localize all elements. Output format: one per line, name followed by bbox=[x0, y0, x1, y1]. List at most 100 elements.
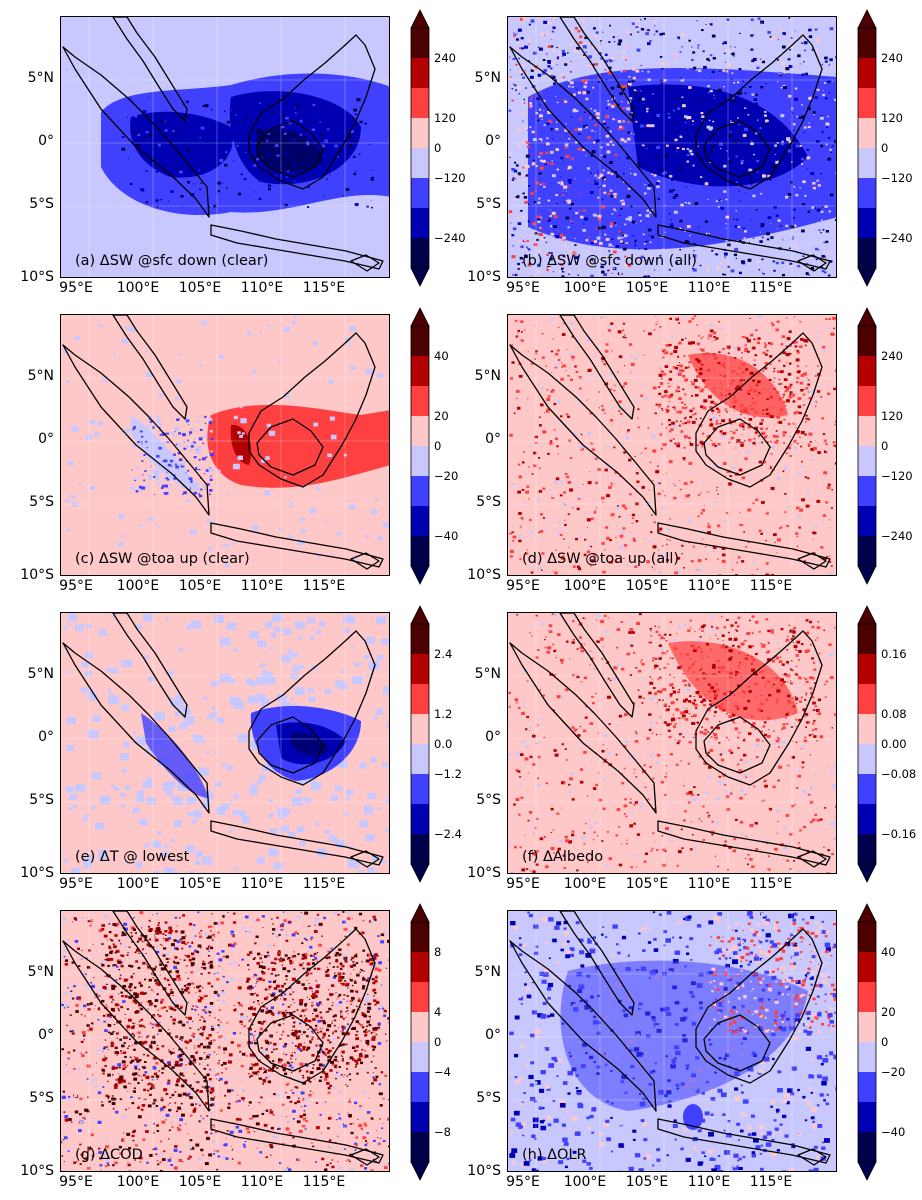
lon-tick: 95°E bbox=[493, 280, 553, 296]
panel-title-a: (a) ΔSW @sfc down (clear) bbox=[75, 253, 268, 269]
map-g: (g) ΔCOD bbox=[60, 910, 390, 1172]
lat-tick: 0° bbox=[461, 133, 501, 149]
lon-tick: 95°E bbox=[46, 1174, 106, 1190]
lon-tick: 110°E bbox=[679, 280, 739, 296]
lat-tick: 5°N bbox=[461, 70, 501, 86]
lon-tick: 95°E bbox=[46, 578, 106, 594]
colorbar-tick: 240 bbox=[434, 51, 456, 65]
lon-tick: 95°E bbox=[493, 1174, 553, 1190]
lon-tick: 110°E bbox=[679, 876, 739, 892]
colorbar-tick: 0 bbox=[881, 1035, 888, 1049]
colorbar-tick: 0 bbox=[434, 141, 441, 155]
lat-tick: 0° bbox=[461, 431, 501, 447]
lat-tick: 5°N bbox=[14, 964, 54, 980]
lon-tick: 95°E bbox=[46, 280, 106, 296]
colorbar-tick: 20 bbox=[434, 409, 449, 423]
colorbar-a bbox=[410, 8, 430, 288]
lat-tick: 5°S bbox=[461, 792, 501, 808]
lon-tick: 100°E bbox=[108, 1174, 168, 1190]
lon-tick: 110°E bbox=[232, 1174, 292, 1190]
lon-tick: 100°E bbox=[555, 578, 615, 594]
lon-tick: 110°E bbox=[232, 280, 292, 296]
lon-tick: 105°E bbox=[170, 1174, 230, 1190]
field-h bbox=[508, 911, 837, 1172]
colorbar-tick: 120 bbox=[881, 409, 903, 423]
map-f: (f) ΔAlbedo bbox=[507, 612, 837, 874]
lon-tick: 115°E bbox=[741, 1174, 801, 1190]
lon-tick: 115°E bbox=[294, 1174, 354, 1190]
lat-tick: 5°S bbox=[461, 196, 501, 212]
colorbar-g bbox=[410, 902, 430, 1182]
lon-tick: 110°E bbox=[232, 876, 292, 892]
lon-tick: 115°E bbox=[294, 578, 354, 594]
lon-tick: 105°E bbox=[170, 876, 230, 892]
lat-tick: 0° bbox=[461, 729, 501, 745]
lon-tick: 105°E bbox=[617, 578, 677, 594]
colorbar-tick: −240 bbox=[881, 529, 913, 543]
colorbar-tick: −240 bbox=[881, 231, 913, 245]
lon-tick: 95°E bbox=[46, 876, 106, 892]
lat-tick: 5°S bbox=[14, 792, 54, 808]
colorbar-tick: −120 bbox=[881, 171, 913, 185]
lat-tick: 0° bbox=[14, 431, 54, 447]
colorbar-tick: −120 bbox=[881, 469, 913, 483]
lon-tick: 105°E bbox=[170, 280, 230, 296]
lon-tick: 110°E bbox=[679, 1174, 739, 1190]
field-g bbox=[61, 911, 390, 1172]
lon-tick: 95°E bbox=[493, 578, 553, 594]
colorbar-tick: −2.4 bbox=[434, 827, 462, 841]
colorbar-tick: −120 bbox=[434, 171, 466, 185]
panel-title-e: (e) ΔT @ lowest bbox=[75, 849, 189, 865]
lat-tick: 5°S bbox=[14, 1090, 54, 1106]
lon-tick: 115°E bbox=[741, 280, 801, 296]
field-b bbox=[508, 17, 837, 278]
colorbar-tick: −0.08 bbox=[881, 767, 916, 781]
colorbar-tick: −8 bbox=[434, 1125, 451, 1139]
lat-tick: 5°S bbox=[14, 494, 54, 510]
map-a: (a) ΔSW @sfc down (clear) bbox=[60, 16, 390, 278]
lon-tick: 115°E bbox=[294, 280, 354, 296]
colorbar-e bbox=[410, 604, 430, 884]
colorbar-tick: −20 bbox=[881, 1065, 905, 1079]
lat-tick: 5°S bbox=[14, 196, 54, 212]
colorbar-tick: −4 bbox=[434, 1065, 451, 1079]
colorbar-tick: −20 bbox=[434, 469, 458, 483]
colorbar-tick: −40 bbox=[434, 529, 458, 543]
panel-title-b: (b) ΔSW @sfc down (all) bbox=[522, 253, 697, 269]
colorbar-tick: 0.08 bbox=[881, 707, 907, 721]
colorbar-tick: 120 bbox=[434, 111, 456, 125]
field-a bbox=[61, 17, 390, 278]
colorbar-h bbox=[857, 902, 877, 1182]
lon-tick: 115°E bbox=[741, 578, 801, 594]
lon-tick: 100°E bbox=[555, 1174, 615, 1190]
lon-tick: 100°E bbox=[555, 876, 615, 892]
colorbar-tick: 2.4 bbox=[434, 647, 452, 661]
map-b: (b) ΔSW @sfc down (all) bbox=[507, 16, 837, 278]
colorbar-tick: 20 bbox=[881, 1005, 896, 1019]
colorbar-tick: 0 bbox=[881, 439, 888, 453]
colorbar-tick: −1.2 bbox=[434, 767, 462, 781]
lat-tick: 5°N bbox=[461, 964, 501, 980]
lon-tick: 110°E bbox=[232, 578, 292, 594]
panel-title-d: (d) ΔSW @toa up (all) bbox=[522, 551, 679, 567]
lon-tick: 105°E bbox=[170, 578, 230, 594]
colorbar-tick: −0.16 bbox=[881, 827, 916, 841]
panel-title-h: (h) ΔOLR bbox=[522, 1147, 587, 1163]
colorbar-b bbox=[857, 8, 877, 288]
lon-tick: 100°E bbox=[555, 280, 615, 296]
field-f bbox=[508, 613, 837, 874]
colorbar-tick: −40 bbox=[881, 1125, 905, 1139]
colorbar-c bbox=[410, 306, 430, 586]
